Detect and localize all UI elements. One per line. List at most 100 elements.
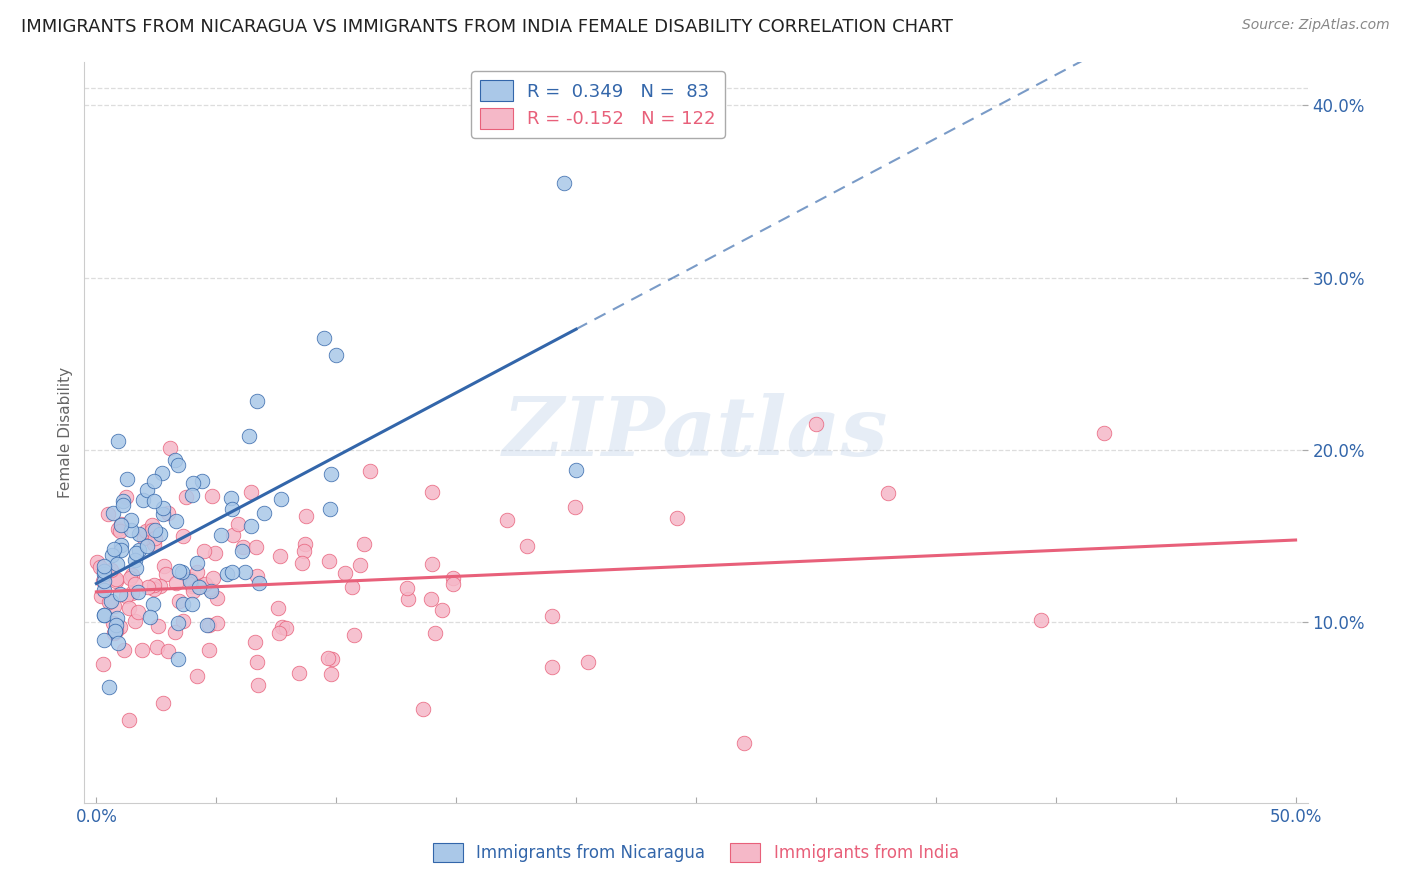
- Point: [93, 564, 115, 578]
- Point: [325, 348, 347, 362]
- Point: [93, 633, 115, 648]
- Point: [165, 576, 187, 591]
- Point: [155, 567, 177, 582]
- Point: [93, 583, 115, 598]
- Point: [222, 528, 245, 542]
- Point: [204, 546, 226, 560]
- Point: [235, 565, 257, 579]
- Point: [221, 565, 243, 579]
- Point: [98, 680, 121, 694]
- Point: [267, 626, 290, 640]
- Point: [226, 516, 249, 531]
- Point: [221, 501, 243, 516]
- Point: [110, 538, 132, 552]
- Point: [201, 489, 224, 503]
- Point: [124, 577, 146, 591]
- Point: [238, 428, 260, 442]
- Point: [412, 702, 434, 716]
- Point: [152, 696, 174, 710]
- Point: [231, 544, 253, 558]
- Point: [152, 500, 174, 515]
- Point: [103, 599, 125, 614]
- Point: [876, 486, 898, 500]
- Point: [142, 582, 165, 596]
- Point: [108, 587, 131, 601]
- Point: [240, 519, 263, 533]
- Point: [423, 626, 446, 640]
- Point: [110, 542, 132, 557]
- Point: [124, 552, 146, 566]
- Point: [105, 624, 128, 638]
- Point: [181, 584, 204, 599]
- Point: [167, 564, 190, 578]
- Point: [553, 176, 575, 190]
- Point: [215, 567, 238, 582]
- Point: [142, 474, 165, 488]
- Point: [422, 557, 444, 571]
- Point: [349, 558, 371, 573]
- Point: [269, 549, 291, 564]
- Point: [247, 576, 270, 591]
- Point: [276, 622, 298, 636]
- Point: [321, 467, 343, 482]
- Point: [127, 605, 149, 619]
- Point: [112, 498, 135, 512]
- Point: [128, 527, 150, 541]
- Point: [540, 659, 562, 673]
- Point: [186, 669, 208, 683]
- Point: [246, 569, 269, 583]
- Point: [294, 509, 316, 524]
- Point: [163, 452, 186, 467]
- Point: [101, 506, 124, 520]
- Point: [198, 643, 221, 657]
- Point: [124, 546, 146, 560]
- Point: [118, 713, 141, 727]
- Point: [1092, 425, 1115, 440]
- Point: [141, 523, 163, 537]
- Point: [146, 618, 169, 632]
- Point: [176, 491, 198, 505]
- Point: [209, 528, 232, 542]
- Text: IMMIGRANTS FROM NICARAGUA VS IMMIGRANTS FROM INDIA FEMALE DISABILITY CORRELATION: IMMIGRANTS FROM NICARAGUA VS IMMIGRANTS …: [21, 18, 953, 36]
- Point: [167, 615, 190, 630]
- Point: [246, 655, 269, 669]
- Point: [136, 580, 159, 594]
- Point: [333, 566, 356, 580]
- Point: [115, 472, 138, 486]
- Point: [291, 556, 314, 570]
- Point: [271, 620, 294, 634]
- Y-axis label: Female Disability: Female Disability: [58, 367, 73, 499]
- Point: [100, 563, 122, 577]
- Point: [142, 597, 165, 611]
- Point: [516, 539, 538, 553]
- Point: [141, 518, 163, 533]
- Point: [103, 625, 125, 640]
- Point: [179, 574, 201, 588]
- Point: [565, 463, 588, 477]
- Point: [243, 635, 266, 649]
- Point: [89, 559, 111, 574]
- Point: [143, 537, 166, 551]
- Point: [321, 667, 343, 681]
- Point: [240, 485, 263, 500]
- Point: [287, 666, 309, 681]
- Point: [198, 582, 221, 596]
- Point: [200, 584, 222, 599]
- Point: [166, 651, 188, 665]
- Point: [343, 627, 366, 641]
- Point: [124, 615, 146, 629]
- Point: [143, 523, 166, 537]
- Point: [90, 589, 112, 603]
- Point: [150, 466, 173, 480]
- Point: [353, 536, 375, 550]
- Point: [202, 571, 225, 585]
- Point: [110, 620, 132, 634]
- Point: [318, 554, 340, 568]
- Point: [101, 548, 124, 562]
- Point: [110, 518, 132, 533]
- Point: [181, 597, 204, 611]
- Point: [1031, 613, 1053, 627]
- Point: [165, 514, 187, 528]
- Point: [124, 560, 146, 574]
- Point: [314, 331, 336, 345]
